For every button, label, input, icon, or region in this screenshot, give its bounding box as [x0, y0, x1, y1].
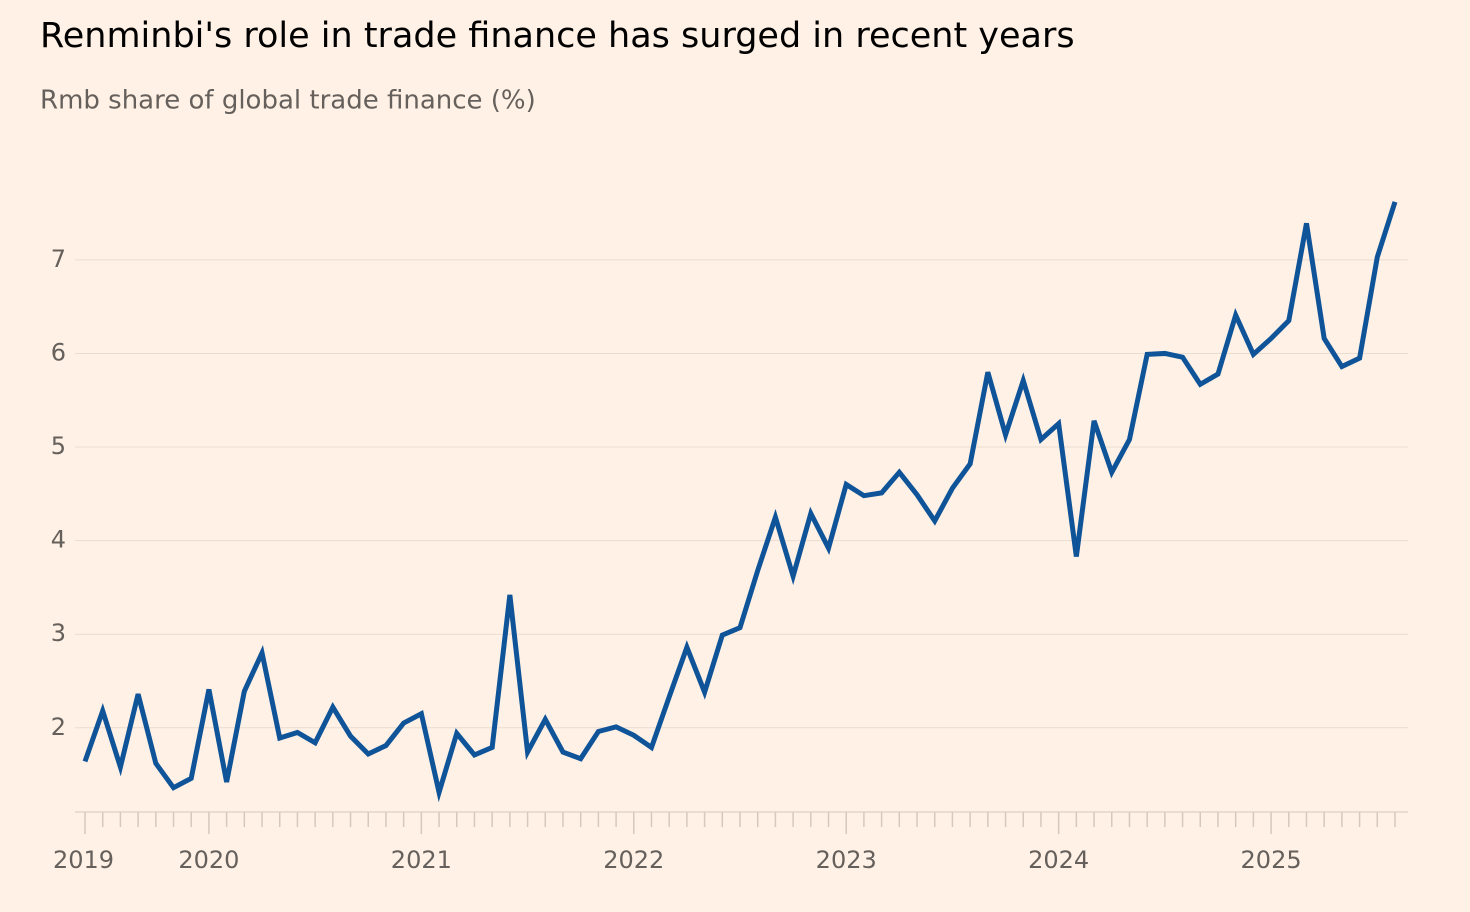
- y-tick-label: 6: [51, 338, 66, 366]
- y-tick-label: 7: [51, 245, 66, 273]
- chart-title: Renminbi's role in trade finance has sur…: [40, 16, 1075, 56]
- y-tick-label: 5: [51, 432, 66, 460]
- x-tick-label: 2023: [816, 846, 877, 874]
- x-tick-label: 2025: [1241, 846, 1302, 874]
- y-tick-label: 2: [51, 713, 66, 741]
- data-line: [82, 201, 1398, 803]
- chart-subtitle: Rmb share of global trade finance (%): [40, 86, 536, 116]
- y-tick-label: 3: [51, 619, 66, 647]
- x-tick-label: 2019: [53, 846, 114, 874]
- x-tick-label: 2021: [391, 846, 452, 874]
- y-tick-label: 4: [51, 526, 66, 554]
- x-tick-label: 2022: [603, 846, 664, 874]
- x-tick-label: 2020: [178, 846, 239, 874]
- x-tick-label: 2024: [1028, 846, 1089, 874]
